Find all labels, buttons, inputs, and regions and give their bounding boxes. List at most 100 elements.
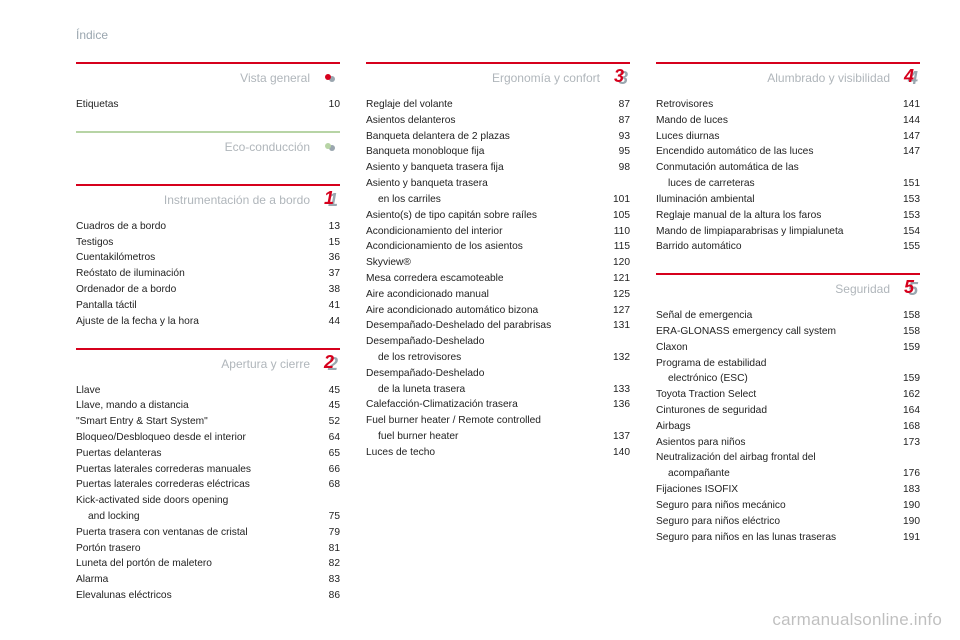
toc-row: luces de carreteras151 <box>656 176 920 192</box>
toc-label: Luces diurnas <box>656 129 892 145</box>
section-number-badge: 22 <box>318 353 340 375</box>
toc-page: 13 <box>312 219 340 235</box>
section-head: Seguridad55 <box>656 278 920 300</box>
toc-label: Airbags <box>656 419 892 435</box>
toc-row: Calefacción-Climatización trasera136 <box>366 397 630 413</box>
toc-page: 110 <box>602 224 630 240</box>
toc-page: 141 <box>892 97 920 113</box>
toc-label: Acondicionamiento de los asientos <box>366 239 602 255</box>
toc-label: Banqueta delantera de 2 plazas <box>366 129 602 145</box>
toc-section: Vista general Etiquetas10 <box>76 62 340 113</box>
toc-label: Desempañado-Deshelado <box>366 334 602 350</box>
toc-page: 82 <box>312 556 340 572</box>
toc-page: 36 <box>312 250 340 266</box>
toc-page: 158 <box>892 324 920 340</box>
toc-row: Acondicionamiento del interior110 <box>366 224 630 240</box>
page: Índice Vista generalEtiquetas10Eco-condu… <box>0 0 960 640</box>
columns: Vista generalEtiquetas10Eco-conducciónIn… <box>76 62 920 622</box>
toc-row: Claxon159 <box>656 340 920 356</box>
section-rule <box>76 348 340 350</box>
section-body: Cuadros de a bordo13Testigos15Cuentakiló… <box>76 219 340 330</box>
toc-page: 121 <box>602 271 630 287</box>
toc-page: 86 <box>312 588 340 604</box>
toc-row: Luneta del portón de maletero82 <box>76 556 340 572</box>
toc-page <box>312 493 340 509</box>
toc-row: Fuel burner heater / Remote controlled <box>366 413 630 429</box>
toc-label: Desempañado-Deshelado del parabrisas <box>366 318 602 334</box>
section-number-badge: 55 <box>898 278 920 300</box>
section-title: Eco-conducción <box>76 140 318 154</box>
toc-label: Mesa corredera escamoteable <box>366 271 602 287</box>
toc-label: Kick-activated side doors opening <box>76 493 312 509</box>
toc-row: Ajuste de la fecha y la hora44 <box>76 314 340 330</box>
toc-row: en los carriles101 <box>366 192 630 208</box>
toc-row: Cinturones de seguridad164 <box>656 403 920 419</box>
section-head: Alumbrado y visibilidad44 <box>656 67 920 89</box>
toc-row: Desempañado-Deshelado del parabrisas131 <box>366 318 630 334</box>
section-body: Reglaje del volante87Asientos delanteros… <box>366 97 630 461</box>
toc-label: Asientos para niños <box>656 435 892 451</box>
toc-row: Airbags168 <box>656 419 920 435</box>
toc-label: Retrovisores <box>656 97 892 113</box>
watermark: carmanualsonline.info <box>772 610 942 630</box>
toc-row: de los retrovisores132 <box>366 350 630 366</box>
toc-section: Alumbrado y visibilidad44 Retrovisores141… <box>656 62 920 255</box>
toc-page: 173 <box>892 435 920 451</box>
toc-label: Asiento(s) de tipo capitán sobre raíles <box>366 208 602 224</box>
toc-row: Cuadros de a bordo13 <box>76 219 340 235</box>
toc-page: 79 <box>312 525 340 541</box>
toc-page: 137 <box>602 429 630 445</box>
section-rule <box>656 62 920 64</box>
toc-row: ERA-GLONASS emergency call system158 <box>656 324 920 340</box>
toc-label: Calefacción-Climatización trasera <box>366 397 602 413</box>
toc-row: Asiento y banqueta trasera <box>366 176 630 192</box>
toc-page <box>602 176 630 192</box>
section-title: Alumbrado y visibilidad <box>656 71 898 85</box>
section-body: Etiquetas10 <box>76 97 340 113</box>
toc-label: Cuentakilómetros <box>76 250 312 266</box>
toc-label: Asiento y banqueta trasera <box>366 176 602 192</box>
toc-label: Toyota Traction Select <box>656 387 892 403</box>
section-rule <box>656 273 920 275</box>
toc-row: Iluminación ambiental153 <box>656 192 920 208</box>
toc-row: Luces diurnas147 <box>656 129 920 145</box>
toc-section: Apertura y cierre22 Llave45Llave, mando a… <box>76 348 340 604</box>
toc-page: 115 <box>602 239 630 255</box>
toc-page: 45 <box>312 383 340 399</box>
toc-page: 191 <box>892 530 920 546</box>
toc-page: 176 <box>892 466 920 482</box>
toc-page: 159 <box>892 340 920 356</box>
toc-label: Luces de techo <box>366 445 602 461</box>
svg-text:3: 3 <box>614 67 624 86</box>
toc-label: Cinturones de seguridad <box>656 403 892 419</box>
toc-label: en los carriles <box>366 192 602 208</box>
toc-label: and locking <box>76 509 312 525</box>
toc-label: Banqueta monobloque fija <box>366 144 602 160</box>
toc-page: 95 <box>602 144 630 160</box>
toc-page: 98 <box>602 160 630 176</box>
section-body: Llave45Llave, mando a distancia45"Smart … <box>76 383 340 604</box>
column-2: Ergonomía y confort33Reglaje del volante… <box>366 62 630 622</box>
toc-label: Fijaciones ISOFIX <box>656 482 892 498</box>
section-title: Apertura y cierre <box>76 357 318 371</box>
toc-page: 75 <box>312 509 340 525</box>
toc-label: Conmutación automática de las <box>656 160 892 176</box>
toc-row: Etiquetas10 <box>76 97 340 113</box>
toc-label: "Smart Entry & Start System" <box>76 414 312 430</box>
toc-page: 65 <box>312 446 340 462</box>
section-title: Vista general <box>76 71 318 85</box>
section-body: Retrovisores141Mando de luces144Luces di… <box>656 97 920 255</box>
toc-label: Puerta trasera con ventanas de cristal <box>76 525 312 541</box>
toc-label: de la luneta trasera <box>366 382 602 398</box>
toc-label: Fuel burner heater / Remote controlled <box>366 413 602 429</box>
toc-row: fuel burner heater137 <box>366 429 630 445</box>
section-body: Señal de emergencia158ERA-GLONASS emerge… <box>656 308 920 545</box>
toc-page: 10 <box>312 97 340 113</box>
toc-label: Encendido automático de las luces <box>656 144 892 160</box>
toc-row: Retrovisores141 <box>656 97 920 113</box>
svg-text:1: 1 <box>324 189 334 208</box>
toc-row: Cuentakilómetros36 <box>76 250 340 266</box>
toc-label: Mando de limpiaparabrisas y limpialuneta <box>656 224 892 240</box>
toc-page: 38 <box>312 282 340 298</box>
toc-page: 190 <box>892 498 920 514</box>
